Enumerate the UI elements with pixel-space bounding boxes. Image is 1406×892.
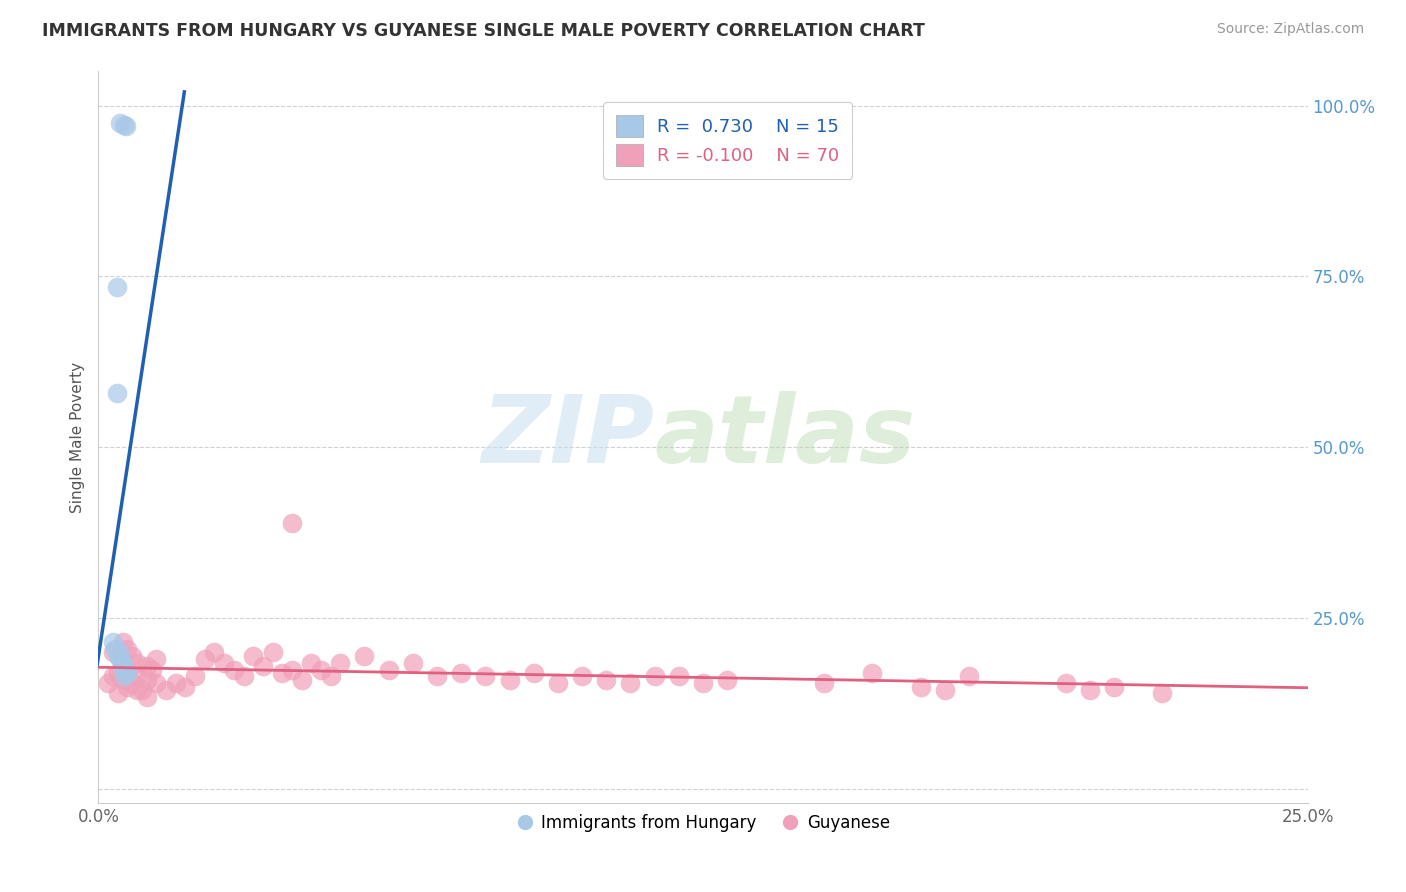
Point	[155, 683, 177, 698]
Point	[290, 673, 312, 687]
Point	[184, 669, 207, 683]
Text: ZIP: ZIP	[482, 391, 655, 483]
Point	[281, 516, 304, 530]
Point	[101, 635, 124, 649]
Point	[105, 385, 128, 400]
Point	[115, 119, 138, 133]
Point	[281, 663, 304, 677]
Point	[111, 673, 134, 687]
Point	[117, 663, 139, 677]
Point	[450, 665, 472, 680]
Point	[101, 669, 124, 683]
Point	[127, 669, 149, 683]
Point	[329, 656, 352, 670]
Point	[117, 680, 139, 694]
Point	[523, 665, 546, 680]
Point	[252, 659, 274, 673]
Point	[271, 665, 294, 680]
Point	[108, 652, 131, 666]
Point	[108, 115, 131, 129]
Point	[105, 279, 128, 293]
Point	[135, 690, 157, 704]
Point	[131, 683, 153, 698]
Point	[619, 676, 641, 690]
Point	[117, 665, 139, 680]
Point	[595, 673, 617, 687]
Point	[426, 669, 449, 683]
Point	[165, 676, 187, 690]
Point	[860, 665, 883, 680]
Point	[145, 652, 167, 666]
Point	[141, 663, 163, 677]
Point	[135, 673, 157, 687]
Point	[101, 645, 124, 659]
Point	[107, 686, 129, 700]
Point	[668, 669, 690, 683]
Point	[112, 118, 135, 132]
Text: IMMIGRANTS FROM HUNGARY VS GUYANESE SINGLE MALE POVERTY CORRELATION CHART: IMMIGRANTS FROM HUNGARY VS GUYANESE SING…	[42, 22, 925, 40]
Point	[174, 680, 197, 694]
Point	[242, 648, 264, 663]
Point	[309, 663, 332, 677]
Point	[107, 665, 129, 680]
Point	[222, 663, 245, 677]
Point	[107, 645, 129, 659]
Point	[262, 645, 284, 659]
Point	[910, 680, 932, 694]
Point	[104, 642, 127, 657]
Point	[571, 669, 593, 683]
Point	[1078, 683, 1101, 698]
Point	[204, 645, 226, 659]
Text: Source: ZipAtlas.com: Source: ZipAtlas.com	[1216, 22, 1364, 37]
Point	[353, 648, 375, 663]
Point	[716, 673, 738, 687]
Point	[934, 683, 956, 698]
Point	[111, 656, 134, 670]
Point	[121, 648, 143, 663]
Point	[135, 659, 157, 673]
Point	[377, 663, 399, 677]
Point	[474, 669, 496, 683]
Point	[212, 656, 235, 670]
Point	[111, 659, 134, 673]
Legend: Immigrants from Hungary, Guyanese: Immigrants from Hungary, Guyanese	[509, 807, 897, 838]
Point	[299, 656, 322, 670]
Point	[112, 669, 135, 683]
Point	[692, 676, 714, 690]
Point	[547, 676, 569, 690]
Point	[114, 663, 136, 677]
Point	[107, 648, 129, 663]
Point	[232, 669, 254, 683]
Point	[194, 652, 217, 666]
Point	[121, 676, 143, 690]
Point	[1152, 686, 1174, 700]
Point	[127, 683, 149, 698]
Y-axis label: Single Male Poverty: Single Male Poverty	[70, 361, 86, 513]
Point	[402, 656, 425, 670]
Text: atlas: atlas	[655, 391, 915, 483]
Point	[117, 642, 139, 657]
Point	[145, 676, 167, 690]
Point	[1102, 680, 1125, 694]
Point	[957, 669, 980, 683]
Point	[97, 676, 120, 690]
Point	[498, 673, 520, 687]
Point	[1054, 676, 1077, 690]
Point	[111, 635, 134, 649]
Point	[644, 669, 666, 683]
Point	[319, 669, 342, 683]
Point	[127, 656, 149, 670]
Point	[813, 676, 835, 690]
